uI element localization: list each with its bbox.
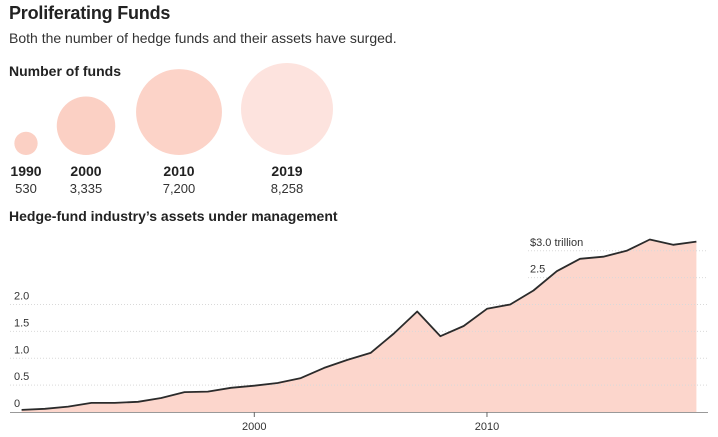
area-chart-title: Hedge-fund industry’s assets under manag… bbox=[9, 208, 338, 224]
data-point-2004 bbox=[346, 359, 348, 361]
data-point-2019 bbox=[695, 241, 697, 243]
data-point-2007 bbox=[416, 310, 418, 312]
data-point-2012 bbox=[533, 290, 535, 292]
bubble-2000 bbox=[56, 96, 116, 155]
data-point-1995 bbox=[137, 401, 139, 403]
y-tick-label: 1.0 bbox=[14, 344, 29, 356]
data-point-2013 bbox=[556, 270, 558, 272]
data-point-1994 bbox=[114, 402, 116, 404]
data-point-2011 bbox=[509, 304, 511, 306]
data-point-1993 bbox=[90, 402, 92, 404]
data-point-1990 bbox=[21, 409, 23, 411]
bubble-year-label: 2000 bbox=[70, 163, 101, 179]
bubble-2019 bbox=[241, 63, 333, 155]
bubble-year-label: 2019 bbox=[271, 163, 302, 179]
bubble-2010 bbox=[136, 69, 222, 155]
data-point-2000 bbox=[253, 385, 255, 387]
bubble-value-label: 8,258 bbox=[271, 181, 304, 196]
data-point-2009 bbox=[463, 325, 465, 327]
bubble-value-label: 7,200 bbox=[163, 181, 196, 196]
data-point-2001 bbox=[277, 382, 279, 384]
y-tick-label: 2.5 bbox=[530, 264, 545, 276]
data-point-2010 bbox=[486, 308, 488, 310]
bubble-1990 bbox=[14, 131, 38, 155]
bubble-value-label: 530 bbox=[15, 181, 37, 196]
x-tick-label: 2000 bbox=[242, 421, 266, 433]
y-tick-label: 2.0 bbox=[14, 291, 29, 303]
data-point-2006 bbox=[393, 333, 395, 335]
chart-title: Proliferating Funds bbox=[9, 3, 171, 23]
data-point-1999 bbox=[230, 387, 232, 389]
y-tick-label: 0 bbox=[14, 398, 20, 410]
y-tick-label: 1.5 bbox=[14, 317, 29, 329]
data-point-2016 bbox=[626, 250, 628, 252]
data-point-1998 bbox=[207, 391, 209, 393]
chart-subtitle: Both the number of hedge funds and their… bbox=[9, 30, 397, 46]
data-point-2018 bbox=[672, 244, 674, 246]
data-point-2002 bbox=[300, 377, 302, 379]
data-point-2014 bbox=[579, 258, 581, 260]
data-point-1996 bbox=[160, 397, 162, 399]
data-point-1997 bbox=[184, 391, 186, 393]
bubble-year-label: 2010 bbox=[163, 163, 194, 179]
data-point-2003 bbox=[323, 367, 325, 369]
bubble-value-label: 3,335 bbox=[70, 181, 103, 196]
bubble-year-label: 1990 bbox=[10, 163, 41, 179]
y-tick-label: $3.0 trillion bbox=[530, 237, 583, 249]
data-point-2017 bbox=[649, 238, 651, 240]
data-point-1992 bbox=[67, 406, 69, 408]
x-tick-label: 2010 bbox=[475, 421, 499, 433]
data-point-2015 bbox=[602, 256, 604, 258]
data-point-1991 bbox=[44, 408, 46, 410]
assets-area bbox=[21, 239, 697, 412]
data-point-2008 bbox=[439, 335, 441, 337]
assets-line bbox=[21, 238, 697, 411]
bubble-chart-title: Number of funds bbox=[9, 63, 121, 79]
data-point-2005 bbox=[370, 352, 372, 354]
y-tick-label: 0.5 bbox=[14, 371, 29, 383]
